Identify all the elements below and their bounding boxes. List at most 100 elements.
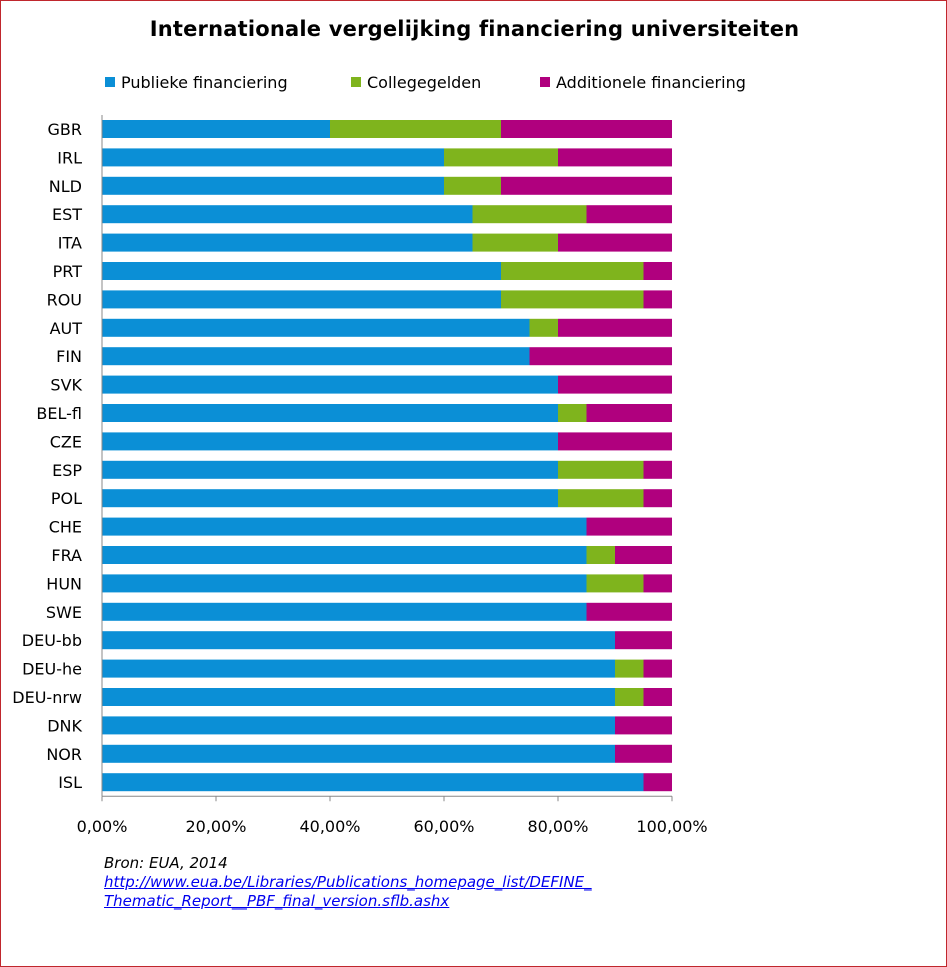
source-text: Bron: EUA, 2014 — [104, 854, 228, 872]
bar-gbr-series-2 — [501, 120, 672, 138]
bar-dnk-series-0 — [102, 716, 615, 735]
y-tick-label-rou: ROU — [47, 290, 82, 309]
bar-nor-series-2 — [615, 744, 672, 763]
legend-label-collegegelden: Collegegelden — [367, 73, 482, 92]
bar-aut-series-1 — [529, 318, 558, 337]
y-tick-label-gbr: GBR — [48, 120, 83, 139]
bar-prt-series-2 — [643, 262, 672, 280]
bar-che-series-2 — [586, 517, 672, 536]
x-tick-label: 60,00% — [413, 817, 474, 836]
bar-nld-series-2 — [501, 176, 672, 195]
bar-bel-fl-series-0 — [102, 404, 558, 422]
bar-che-series-0 — [102, 517, 587, 536]
y-tick-label-pol: POL — [51, 489, 82, 508]
legend-item-additionele: Additionele financiering — [540, 73, 746, 92]
bar-deu-nrw-series-2 — [643, 688, 672, 706]
bar-bel-fl-series-2 — [586, 404, 672, 422]
bar-fin-series-0 — [102, 347, 530, 366]
legend-swatch-publieke — [105, 77, 115, 87]
bar-aut-series-2 — [558, 318, 672, 337]
bar-fra-series-0 — [102, 546, 587, 564]
bar-irl-series-2 — [558, 148, 672, 167]
bar-ita-series-0 — [102, 233, 473, 252]
bar-irl-series-1 — [444, 148, 558, 167]
bar-nld-series-0 — [102, 176, 444, 195]
y-tick-label-dnk: DNK — [47, 716, 82, 735]
y-tick-label-svk: SVK — [50, 376, 82, 395]
bar-pol-series-1 — [558, 489, 644, 508]
bar-hun-series-1 — [586, 574, 644, 593]
bar-fra-series-2 — [615, 546, 672, 564]
bar-swe-series-2 — [586, 602, 672, 621]
bar-isl-series-0 — [102, 773, 644, 792]
x-tick-label: 40,00% — [299, 817, 360, 836]
bar-gbr-series-0 — [102, 120, 330, 138]
bar-deu-nrw-series-0 — [102, 688, 615, 706]
bar-rou-series-2 — [643, 290, 672, 309]
bar-fra-series-1 — [586, 546, 615, 564]
x-tick-label: 100,00% — [636, 817, 707, 836]
bar-deu-bb-series-0 — [102, 631, 615, 650]
bar-est-series-0 — [102, 205, 473, 224]
y-tick-label-fin: FIN — [56, 347, 82, 366]
bar-deu-nrw-series-1 — [615, 688, 644, 706]
bar-hun-series-2 — [643, 574, 672, 593]
legend-item-publieke: Publieke financiering — [105, 73, 288, 92]
legend-item-collegegelden: Collegegelden — [351, 73, 481, 92]
bar-dnk-series-2 — [615, 716, 672, 735]
bar-nld-series-1 — [444, 176, 501, 195]
legend-swatch-additionele — [540, 77, 550, 87]
y-tick-label-aut: AUT — [50, 319, 83, 338]
chart-title: Internationale vergelijking financiering… — [149, 17, 800, 41]
bar-est-series-1 — [472, 205, 587, 224]
bar-deu-bb-series-2 — [615, 631, 672, 650]
x-tick-label: 0,00% — [77, 817, 128, 836]
bar-ita-series-2 — [558, 233, 672, 252]
bar-svk-series-2 — [558, 375, 672, 394]
bar-nor-series-0 — [102, 744, 615, 763]
y-tick-label-esp: ESP — [52, 461, 82, 480]
y-tick-label-che: CHE — [49, 518, 82, 537]
source-link-line2[interactable]: Thematic_Report__PBF_final_version.sflb.… — [104, 892, 450, 910]
bar-deu-he-series-2 — [643, 659, 672, 678]
bar-rou-series-0 — [102, 290, 501, 309]
y-tick-label-nld: NLD — [49, 177, 82, 196]
y-tick-label-isl: ISL — [58, 773, 82, 792]
y-tick-label-ita: ITA — [58, 234, 82, 253]
bar-aut-series-0 — [102, 318, 530, 337]
y-tick-label-hun: HUN — [46, 574, 82, 593]
legend-label-additionele: Additionele financiering — [556, 73, 746, 92]
bar-gbr-series-1 — [330, 120, 501, 138]
bar-pol-series-2 — [643, 489, 672, 508]
legend-label-publieke: Publieke financiering — [121, 73, 288, 92]
y-tick-label-prt: PRT — [53, 262, 83, 281]
bar-prt-series-1 — [501, 262, 644, 280]
bar-bel-fl-series-1 — [558, 404, 587, 422]
source-note: Bron: EUA, 2014 http://www.eua.be/Librar… — [104, 854, 592, 911]
y-tick-label-bel-fl: BEL-fl — [36, 404, 82, 423]
source-link-line1[interactable]: http://www.eua.be/Libraries/Publications… — [104, 873, 592, 891]
bar-svk-series-0 — [102, 375, 558, 394]
y-tick-label-fra: FRA — [51, 546, 82, 565]
bar-est-series-2 — [586, 205, 672, 224]
bar-hun-series-0 — [102, 574, 587, 593]
bar-esp-series-0 — [102, 460, 558, 479]
bar-rou-series-1 — [501, 290, 644, 309]
legend-swatch-collegegelden — [351, 77, 361, 87]
x-tick-label: 80,00% — [527, 817, 588, 836]
bar-fin-series-2 — [529, 347, 672, 366]
bar-pol-series-0 — [102, 489, 558, 508]
bar-cze-series-2 — [558, 432, 672, 451]
y-tick-label-irl: IRL — [57, 148, 82, 167]
bar-cze-series-0 — [102, 432, 558, 451]
bar-ita-series-1 — [472, 233, 558, 252]
y-tick-label-deu-bb: DEU-bb — [22, 631, 82, 650]
bar-esp-series-2 — [643, 460, 672, 479]
y-tick-label-swe: SWE — [46, 603, 82, 622]
y-tick-label-deu-he: DEU-he — [22, 660, 82, 679]
bar-esp-series-1 — [558, 460, 644, 479]
bar-deu-he-series-0 — [102, 659, 615, 678]
bar-swe-series-0 — [102, 602, 587, 621]
